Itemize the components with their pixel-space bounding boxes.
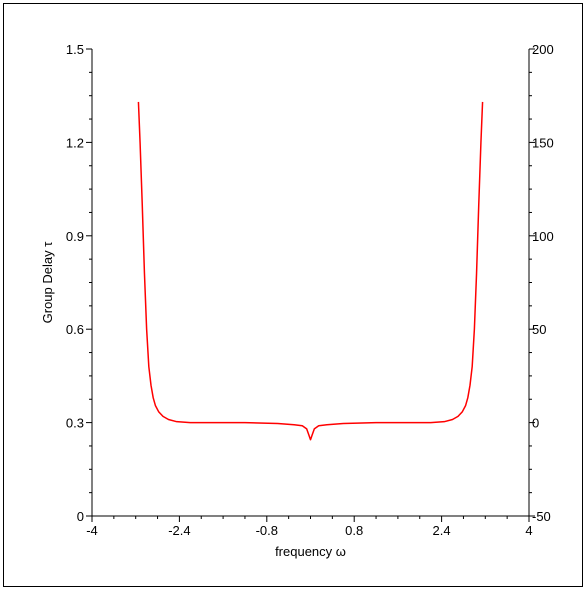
chart-frame: -4 -2.4 -0.8 0.8 2.4 4 0 0.3 0.6 0.9 1.2 1.5 -50 0 50 1…: [3, 3, 583, 587]
left-y-tick-label: 0.6: [66, 322, 84, 337]
y-axis-title: Group Delay τ: [40, 241, 55, 324]
x-tick-label: 0.8: [345, 523, 363, 538]
left-y-tick-label: 0.9: [66, 229, 84, 244]
x-tick-label: -2.4: [168, 523, 190, 538]
left-y-tick-label: 1.2: [66, 135, 84, 150]
left-y-tick-label: 0.3: [66, 416, 84, 431]
ticks-layer: [86, 48, 535, 522]
series-layer: [137, 101, 484, 441]
x-tick-label: -4: [86, 523, 98, 538]
right-y-tick-label: 100: [532, 229, 554, 244]
tick-labels-layer: -4 -2.4 -0.8 0.8 2.4 4 0 0.3 0.6 0.9 1.2 1.5 -50 0 50 1…: [66, 42, 554, 538]
x-axis-title: frequency ω: [275, 544, 346, 559]
left-y-tick-label: 0: [77, 509, 84, 524]
right-y-tick-label: -50: [532, 509, 551, 524]
right-y-tick-label: 200: [532, 42, 554, 57]
right-y-tick-label: 0: [532, 416, 539, 431]
right-y-tick-label: 50: [532, 322, 546, 337]
group-delay-chart: -4 -2.4 -0.8 0.8 2.4 4 0 0.3 0.6 0.9 1.2 1.5 -50 0 50 1…: [40, 42, 554, 559]
left-y-tick-label: 1.5: [66, 42, 84, 57]
x-tick-label: 4: [525, 523, 532, 538]
right-y-tick-label: 150: [532, 135, 554, 150]
group-delay-curve: [137, 101, 484, 441]
x-tick-label: 2.4: [433, 523, 451, 538]
x-tick-label: -0.8: [256, 523, 278, 538]
axes-layer: [91, 49, 530, 517]
